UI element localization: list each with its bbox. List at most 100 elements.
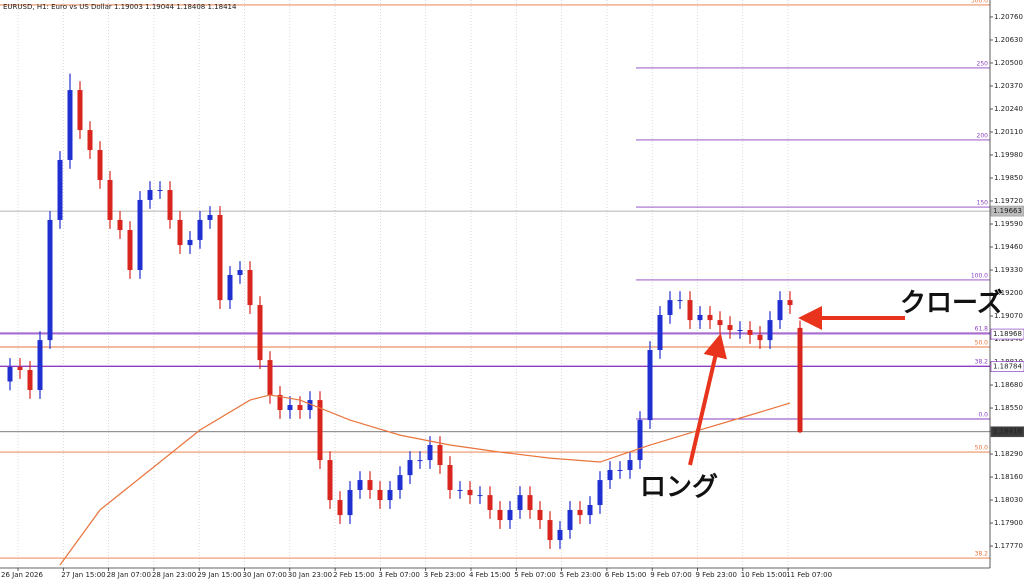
- candle-body: [157, 190, 163, 192]
- y-tick-label: 1.19200: [994, 289, 1023, 297]
- candle-body: [167, 190, 173, 220]
- candle-body: [227, 274, 233, 301]
- y-tick-label: 1.19070: [994, 312, 1023, 320]
- candle-body: [37, 340, 43, 390]
- candle-body: [487, 495, 493, 510]
- level-label: 100.0: [971, 272, 988, 279]
- candle-body: [777, 300, 783, 321]
- level-label: 61.8: [975, 326, 989, 333]
- candle-body: [517, 495, 523, 510]
- candle-body: [597, 480, 603, 506]
- y-tick-label: 1.18680: [994, 381, 1023, 389]
- y-tick-label: 1.17900: [994, 519, 1023, 527]
- candle-body: [197, 219, 203, 240]
- y-tick-label: 1.17770: [994, 542, 1023, 550]
- y-tick-label: 1.19330: [994, 266, 1023, 274]
- level-label: 0.0: [978, 412, 988, 419]
- candle-body: [117, 219, 123, 231]
- candle-body: [417, 460, 423, 462]
- candle-body: [27, 369, 33, 390]
- candle-body: [307, 400, 313, 410]
- price-box-label: 1.18416: [993, 428, 1022, 436]
- y-tick-label: 1.19590: [994, 220, 1023, 228]
- y-tick-label: 1.20630: [994, 36, 1023, 44]
- candle-body: [237, 270, 243, 275]
- candle-body: [177, 219, 183, 246]
- level-label: 50.0: [975, 339, 989, 346]
- candle-body: [707, 314, 713, 321]
- x-tick-label: 3 Feb 07:00: [378, 571, 419, 579]
- candle-body: [87, 130, 93, 151]
- candle-body: [577, 509, 583, 516]
- x-tick-label: 9 Feb 23:00: [696, 571, 737, 579]
- y-tick-label: 1.19850: [994, 174, 1023, 182]
- x-tick-label: 27 Jan 15:00: [61, 571, 105, 579]
- level-label: 50.0: [975, 445, 989, 452]
- annotation-arrow: [688, 333, 727, 466]
- candle-body: [727, 325, 733, 331]
- candle-body: [477, 495, 483, 497]
- candle-body: [317, 400, 323, 461]
- candle-body: [257, 305, 263, 361]
- candle-body: [507, 509, 513, 521]
- y-tick-label: 1.19980: [994, 151, 1023, 159]
- level-label: 150: [977, 200, 989, 207]
- candle-body: [557, 529, 563, 541]
- candle-body: [17, 366, 23, 370]
- x-tick-label: 11 Feb 07:00: [786, 571, 832, 579]
- candle-body: [297, 405, 303, 410]
- candle-body: [267, 360, 273, 395]
- candle-body: [397, 475, 403, 490]
- x-tick-label: 4 Feb 15:00: [469, 571, 510, 579]
- candle-body: [667, 300, 673, 315]
- candle-body: [347, 489, 353, 516]
- annotation: ロング: [640, 473, 718, 503]
- candle-body: [767, 320, 773, 341]
- axes: 1.20760 1.20630 1.20500 1.20370 1.20240 1.201…: [1, 13, 1024, 579]
- candle-body: [787, 300, 793, 306]
- candle-body: [627, 460, 633, 470]
- candle-body: [407, 460, 413, 476]
- price-box-label: 1.19663: [993, 207, 1022, 215]
- candle-body: [547, 520, 553, 541]
- y-tick-label: 1.20110: [994, 128, 1023, 136]
- price-box-label: 1.18784: [993, 363, 1022, 371]
- candle-body: [217, 214, 223, 301]
- candle-body: [47, 219, 53, 341]
- candle-body: [147, 190, 153, 200]
- candle-body: [467, 489, 473, 496]
- candle-body: [427, 445, 433, 461]
- candle-body: [107, 179, 113, 220]
- candle-body: [57, 159, 63, 220]
- candle-body: [457, 489, 463, 491]
- y-tick-label: 1.18550: [994, 404, 1023, 412]
- price-box: [990, 205, 1024, 217]
- x-tick-label: 28 Jan 23:00: [152, 571, 196, 579]
- price-box: [990, 361, 1024, 372]
- candle-body: [737, 330, 743, 332]
- x-tick-label: 30 Jan 07:00: [243, 571, 287, 579]
- candle-body: [127, 230, 133, 271]
- x-tick-label: 28 Jan 07:00: [107, 571, 151, 579]
- x-tick-label: 26 Jan 2026: [1, 571, 44, 579]
- candle-body: [437, 445, 443, 466]
- x-tick-label: 9 Feb 07:00: [650, 571, 691, 579]
- candle-body: [7, 366, 13, 382]
- candle-body: [387, 489, 393, 501]
- y-tick-label: 1.18160: [994, 473, 1023, 481]
- y-tick-label: 1.20760: [994, 13, 1023, 21]
- candle-body: [67, 90, 73, 160]
- candle-body: [327, 460, 333, 501]
- candle-body: [747, 330, 753, 335]
- y-tick-label: 1.19720: [994, 197, 1023, 205]
- candle-body: [617, 469, 623, 471]
- x-tick-label: 3 Feb 23:00: [424, 571, 465, 579]
- candle-body: [357, 480, 363, 490]
- candle-body: [717, 320, 723, 326]
- candle-body: [447, 465, 453, 490]
- x-tick-label: 30 Jan 23:00: [288, 571, 332, 579]
- candle-body: [97, 150, 103, 180]
- candle-body: [567, 509, 573, 530]
